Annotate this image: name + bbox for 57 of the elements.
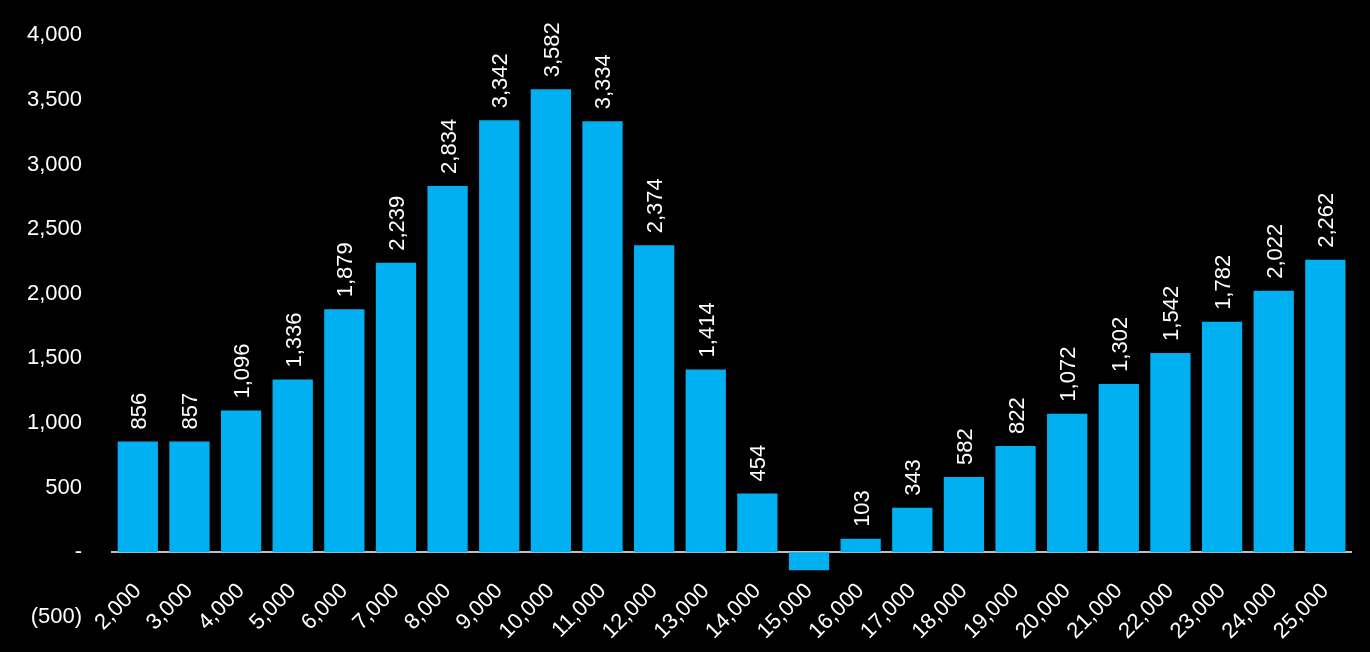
data-label: 1,302 — [1106, 316, 1132, 372]
data-label: 3,342 — [487, 53, 513, 109]
bar — [840, 538, 881, 553]
bar — [737, 493, 778, 553]
data-label: 3,334 — [590, 54, 616, 110]
bar — [117, 441, 158, 553]
data-label: 454 — [745, 444, 771, 482]
bar — [375, 262, 417, 553]
bar — [169, 441, 210, 553]
data-label: 2,262 — [1313, 192, 1339, 248]
bar — [1201, 321, 1243, 553]
y-tick-label: 3,000 — [26, 150, 82, 176]
data-label: 3,582 — [538, 22, 564, 78]
bar — [633, 245, 675, 553]
data-label: 1,096 — [229, 343, 255, 399]
bar — [479, 120, 520, 553]
data-label: 582 — [951, 428, 977, 465]
bar — [272, 379, 313, 553]
bar — [943, 476, 985, 553]
bar — [427, 185, 468, 553]
bar — [582, 121, 623, 553]
data-label: 857 — [177, 392, 203, 430]
data-label: 2,239 — [383, 195, 409, 251]
data-label: 2,834 — [435, 118, 461, 174]
data-label: 2,374 — [642, 178, 668, 234]
bar — [1150, 352, 1191, 553]
bar — [324, 309, 365, 553]
bar — [892, 507, 933, 553]
bar — [685, 369, 726, 553]
bar — [530, 89, 571, 553]
data-label: 1,542 — [1158, 285, 1184, 341]
y-tick-label: 2,000 — [26, 279, 82, 305]
data-label: 103 — [848, 490, 874, 527]
y-tick-label: - — [74, 538, 82, 564]
y-tick-label: 3,500 — [26, 85, 82, 111]
bar — [1253, 290, 1294, 553]
bar — [788, 552, 830, 571]
bar — [995, 445, 1036, 553]
bar — [1047, 413, 1088, 553]
data-label: 2,022 — [1261, 223, 1287, 279]
y-tick-label: 2,500 — [26, 215, 82, 241]
bar — [1305, 259, 1346, 553]
bar — [1098, 383, 1139, 553]
data-label: 822 — [1003, 397, 1029, 434]
bar — [220, 410, 262, 553]
data-label: 343 — [900, 459, 926, 496]
data-label: 1,879 — [332, 242, 358, 298]
data-label: 1,414 — [693, 302, 719, 358]
y-tick-label: 4,000 — [26, 21, 82, 47]
y-tick-label: 500 — [45, 473, 82, 499]
y-tick-label: 1,500 — [26, 344, 82, 370]
y-tick-label: 1,000 — [26, 409, 82, 434]
data-label: 856 — [125, 392, 151, 430]
data-label: 1,072 — [1055, 346, 1081, 402]
data-label: 1,336 — [280, 312, 306, 368]
y-tick-label: (500) — [30, 602, 82, 628]
data-label: 1,782 — [1210, 254, 1236, 310]
